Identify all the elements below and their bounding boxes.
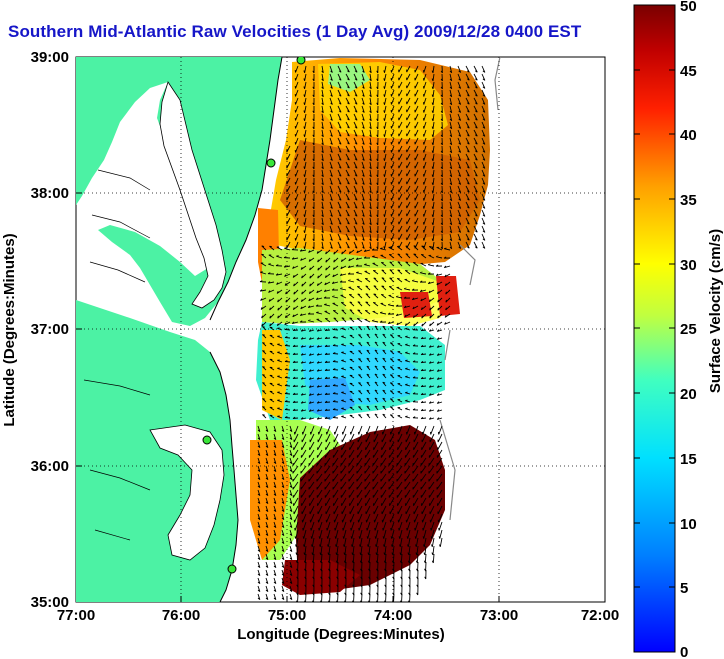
colorbar-tick-label: 5: [680, 580, 688, 597]
x-tick-label: 76:00: [162, 607, 200, 624]
colorbar-tick-label: 25: [680, 321, 697, 338]
colorbar-tick-label: 35: [680, 192, 697, 209]
x-tick-label: 74:00: [374, 607, 412, 624]
colorbar-tick-label: 10: [680, 516, 697, 533]
river-lines: [83, 169, 151, 541]
x-tick-label: 73:00: [480, 607, 518, 624]
y-tick-labels: 39:00 38:00 37:00 36:00 35:00: [31, 49, 69, 611]
colorbar-tick-label: 15: [680, 451, 697, 468]
radar-station: [202, 435, 212, 445]
y-axis-label: Latitude (Degrees:Minutes): [1, 233, 18, 426]
y-tick-label: 36:00: [31, 458, 69, 475]
x-tick-label: 75:00: [268, 607, 306, 624]
pamlico-sound: [149, 424, 225, 561]
colorbar-tick-label: 40: [680, 127, 697, 144]
radar-station: [266, 158, 276, 168]
radar-station: [227, 564, 237, 574]
radar-stations: [202, 57, 306, 574]
colorbar-label: Surface Velocity (cm/s): [707, 229, 724, 393]
map-title: Southern Mid-Atlantic Raw Velocities (1 …: [8, 22, 582, 41]
colorbar-tick-labels: 50 45 40 35 30 25 20 15 10 5 0: [680, 0, 697, 659]
y-tick-label: 38:00: [31, 185, 69, 202]
colorbar-tick-label: 50: [680, 0, 697, 15]
x-tick-label: 72:00: [581, 607, 619, 624]
colorbar: [633, 4, 676, 653]
y-tick-label: 39:00: [31, 49, 69, 66]
velocity-arrow-set: [257, 65, 486, 602]
velocity-arrows: [257, 65, 486, 602]
x-axis-label: Longitude (Degrees:Minutes): [237, 626, 445, 643]
y-tick-label: 37:00: [31, 321, 69, 338]
radar-station: [296, 57, 306, 65]
y-tick-label: 35:00: [31, 594, 69, 611]
colorbar-tick-label: 30: [680, 257, 697, 274]
x-tick-labels: 77:00 76:00 75:00 74:00 73:00 72:00: [57, 607, 619, 624]
colorbar-ticks: [634, 4, 675, 588]
x-tick-label: 77:00: [57, 607, 95, 624]
axis-ticks: [76, 192, 500, 602]
colorbar-tick-label: 20: [680, 386, 697, 403]
land-mass: [76, 57, 282, 326]
chesapeake-bay: [159, 81, 227, 309]
colorbar-tick-label: 0: [680, 644, 688, 659]
shelf-contour: [439, 57, 501, 521]
colorbar-tick-label: 45: [680, 63, 697, 80]
